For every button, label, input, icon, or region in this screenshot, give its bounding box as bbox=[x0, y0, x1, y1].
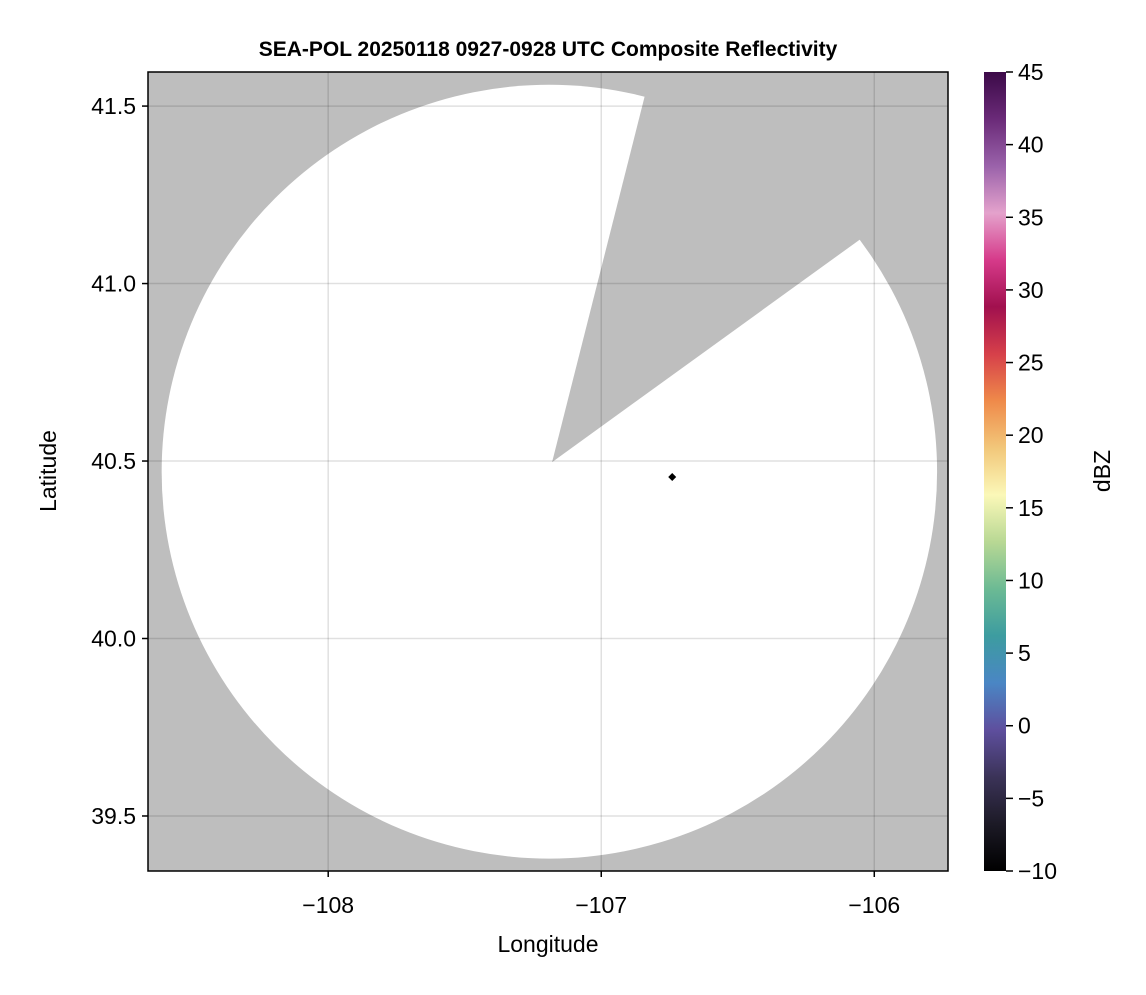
radar-location-marker bbox=[668, 473, 677, 482]
y-tick-label: 39.5 bbox=[91, 803, 136, 829]
colorbar-tick-label: 20 bbox=[1018, 422, 1044, 448]
colorbar-tick-label: 10 bbox=[1018, 567, 1044, 593]
y-tick-label: 40.5 bbox=[91, 448, 136, 474]
grid bbox=[148, 72, 948, 871]
y-tick-label: 41.5 bbox=[91, 93, 136, 119]
colorbar-tick-label: 35 bbox=[1018, 204, 1044, 230]
colorbar-tick-label: 45 bbox=[1018, 59, 1044, 85]
colorbar-tick-label: 0 bbox=[1018, 713, 1031, 739]
colorbar-tick-label: 25 bbox=[1018, 350, 1044, 376]
x-tick-label: −108 bbox=[302, 892, 354, 918]
y-tick-label: 41.0 bbox=[91, 271, 136, 297]
colorbar-tick-label: 30 bbox=[1018, 277, 1044, 303]
colorbar-label: dBZ bbox=[1089, 450, 1115, 492]
x-axis-label: Longitude bbox=[497, 931, 598, 957]
colorbar-tick-label: 15 bbox=[1018, 495, 1044, 521]
chart-title: SEA-POL 20250118 0927-0928 UTC Composite… bbox=[259, 38, 838, 61]
plot-area bbox=[148, 72, 948, 871]
colorbar-tick-label: −10 bbox=[1018, 858, 1057, 884]
colorbar-gradient bbox=[984, 72, 1006, 871]
y-tick-label: 40.0 bbox=[91, 626, 136, 652]
plot-frame bbox=[147, 71, 949, 872]
colorbar: −10 −5 0 5 10 15 20 25 30 35 40 45 bbox=[984, 59, 1057, 884]
colorbar-tick-label: −5 bbox=[1018, 785, 1044, 811]
y-axis-label: Latitude bbox=[35, 430, 61, 512]
colorbar-tick-label: 5 bbox=[1018, 640, 1031, 666]
x-tick-label: −107 bbox=[575, 892, 627, 918]
colorbar-tick-label: 40 bbox=[1018, 132, 1044, 158]
blocked-sector-wedge bbox=[552, 72, 948, 463]
axes: −108 −107 −106 39.5 40.0 40.5 41.0 41.5 bbox=[91, 93, 900, 918]
x-tick-label: −106 bbox=[848, 892, 900, 918]
